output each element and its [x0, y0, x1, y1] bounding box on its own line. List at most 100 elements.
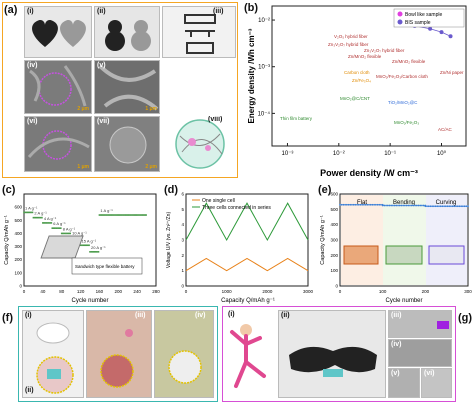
e-data-point [412, 204, 415, 207]
photo-g-iii: (iii) [388, 310, 452, 338]
chart-d-voltage: Voltage U/V (vs. Zn²⁺/Zn) Capacity Q/mAh… [166, 192, 314, 305]
c-data-point [119, 214, 122, 216]
c-data-point [23, 211, 25, 214]
d-ytick-label: 4 [181, 222, 184, 227]
c-rate-label: 1 A g⁻¹ [100, 208, 113, 213]
c-data-point [30, 211, 32, 214]
legend-bowl-like: Bowl like sample [405, 12, 442, 18]
c-data-point [67, 232, 70, 235]
c-xtick-label: 80 [59, 289, 65, 294]
e-data-point [380, 203, 382, 206]
chart-c-rate: Capacity Q/mAh g⁻¹ Cycle number 0 40 80 120… [4, 193, 160, 304]
e-data-point [369, 203, 372, 206]
e-data-point [453, 205, 456, 208]
annot-zn3v2o7-a: Zn₃V₂O₇ hybrid fiber [328, 42, 369, 47]
mouse-mouth [100, 329, 134, 388]
e-data-point [431, 205, 434, 208]
photo-gourd-samples: (ii) [94, 6, 160, 58]
e-data-point [432, 205, 435, 208]
annot-ac-ac: AC/AC [438, 127, 453, 132]
e-ytick-label: 200 [330, 253, 338, 258]
c-data-point [101, 214, 104, 216]
c-data-point [39, 216, 42, 219]
e-data-point [448, 205, 451, 208]
photo-glasses: (ii) [278, 310, 386, 398]
c-data-point [118, 214, 121, 216]
c-data-point [109, 214, 112, 216]
e-ytick-label: 600 [330, 192, 338, 197]
d-xtick-label: 2000 [262, 289, 273, 294]
annot-mno2-carbon: MnO₂/Fe₂O₃/Carbon cloth [376, 74, 428, 79]
c-data-point [112, 214, 115, 216]
c-data-point [34, 216, 36, 219]
c-data-point [136, 214, 139, 216]
photo-yoga-person: (i) [226, 310, 276, 398]
c-rate-label: 20 A g⁻¹ [91, 245, 106, 250]
e-data-point [393, 204, 396, 207]
condition-bending: Bending [393, 200, 415, 206]
c-rate-label: 4 A g⁻¹ [44, 216, 57, 221]
e-data-point [417, 204, 420, 207]
sem-image-vii: (vii) 2 μm [94, 116, 160, 172]
b-xtick-label: 10⁰ [437, 150, 447, 157]
b-data-point [428, 26, 433, 31]
sublabel-f-ii: (ii) [25, 387, 34, 394]
sublabel-f-i: (i) [25, 312, 32, 319]
condition-curving: Curving [436, 200, 457, 206]
photo-mouse-i: (i) (ii) [22, 310, 84, 398]
e-data-point [352, 203, 355, 206]
e-data-point [446, 205, 449, 208]
sem-image-v: (v) 1 μm [94, 60, 160, 114]
c-data-point [55, 227, 58, 229]
e-data-point [381, 204, 384, 207]
e-data-point [458, 205, 461, 208]
c-xtick-label: 240 [133, 289, 141, 294]
mouse-illustration [36, 322, 74, 394]
panel-e-label: (e) [318, 184, 332, 196]
c-data-point [129, 214, 132, 216]
annot-znfe3o4: Zn/Fe₃O₄ [352, 78, 371, 83]
c-data-point [46, 222, 48, 224]
battery-inset-image [40, 235, 84, 259]
sem-image-iv: (iv) 2 μm [24, 60, 92, 114]
photo-g-v: (v) [388, 368, 420, 398]
c-data-point [111, 214, 113, 216]
sublabel-a-vii: (vii) [97, 118, 110, 125]
e-data-point [426, 205, 428, 208]
photo-patterns: (iii) [162, 6, 236, 58]
schematic-sphere: (viii) [162, 116, 236, 172]
c-data-point [131, 214, 133, 216]
e-data-point [444, 205, 447, 208]
chart-b-xlabel: Power density /W cm⁻³ [320, 168, 418, 178]
c-data-point [79, 244, 82, 247]
e-data-point [429, 205, 432, 208]
e-ytick-label: 300 [330, 238, 338, 243]
e-data-point [345, 203, 348, 206]
e-data-point [347, 203, 350, 206]
c-data-point [41, 216, 43, 219]
e-data-point [385, 204, 387, 207]
e-data-point [374, 203, 377, 206]
heart-shapes [32, 19, 86, 47]
b-ytick-label: 10⁻² [258, 18, 270, 24]
c-data-point [82, 244, 85, 247]
glasses-illustration [289, 346, 377, 377]
sublabel-g-ii: (ii) [281, 312, 290, 319]
scale-bar-iv: 2 μm [77, 106, 89, 112]
c-rate-label: 6 A g⁻¹ [53, 221, 66, 226]
chart-e-ylabel: Capacity Q/mAh g⁻¹ [320, 215, 326, 265]
e-data-point [422, 204, 425, 207]
sublabel-g-i: (i) [228, 311, 235, 318]
annot-v2o5: V₂O₅ hybrid fiber [334, 34, 368, 39]
photo-bending [385, 245, 423, 265]
c-data-point [139, 214, 142, 216]
e-data-point [414, 204, 416, 207]
c-data-point [63, 232, 66, 235]
e-data-point [450, 205, 452, 208]
c-data-point [108, 214, 111, 216]
c-data-point [43, 222, 46, 224]
e-data-point [421, 204, 423, 207]
c-data-point [52, 227, 55, 229]
e-data-point [354, 203, 357, 206]
e-data-point [463, 205, 466, 208]
